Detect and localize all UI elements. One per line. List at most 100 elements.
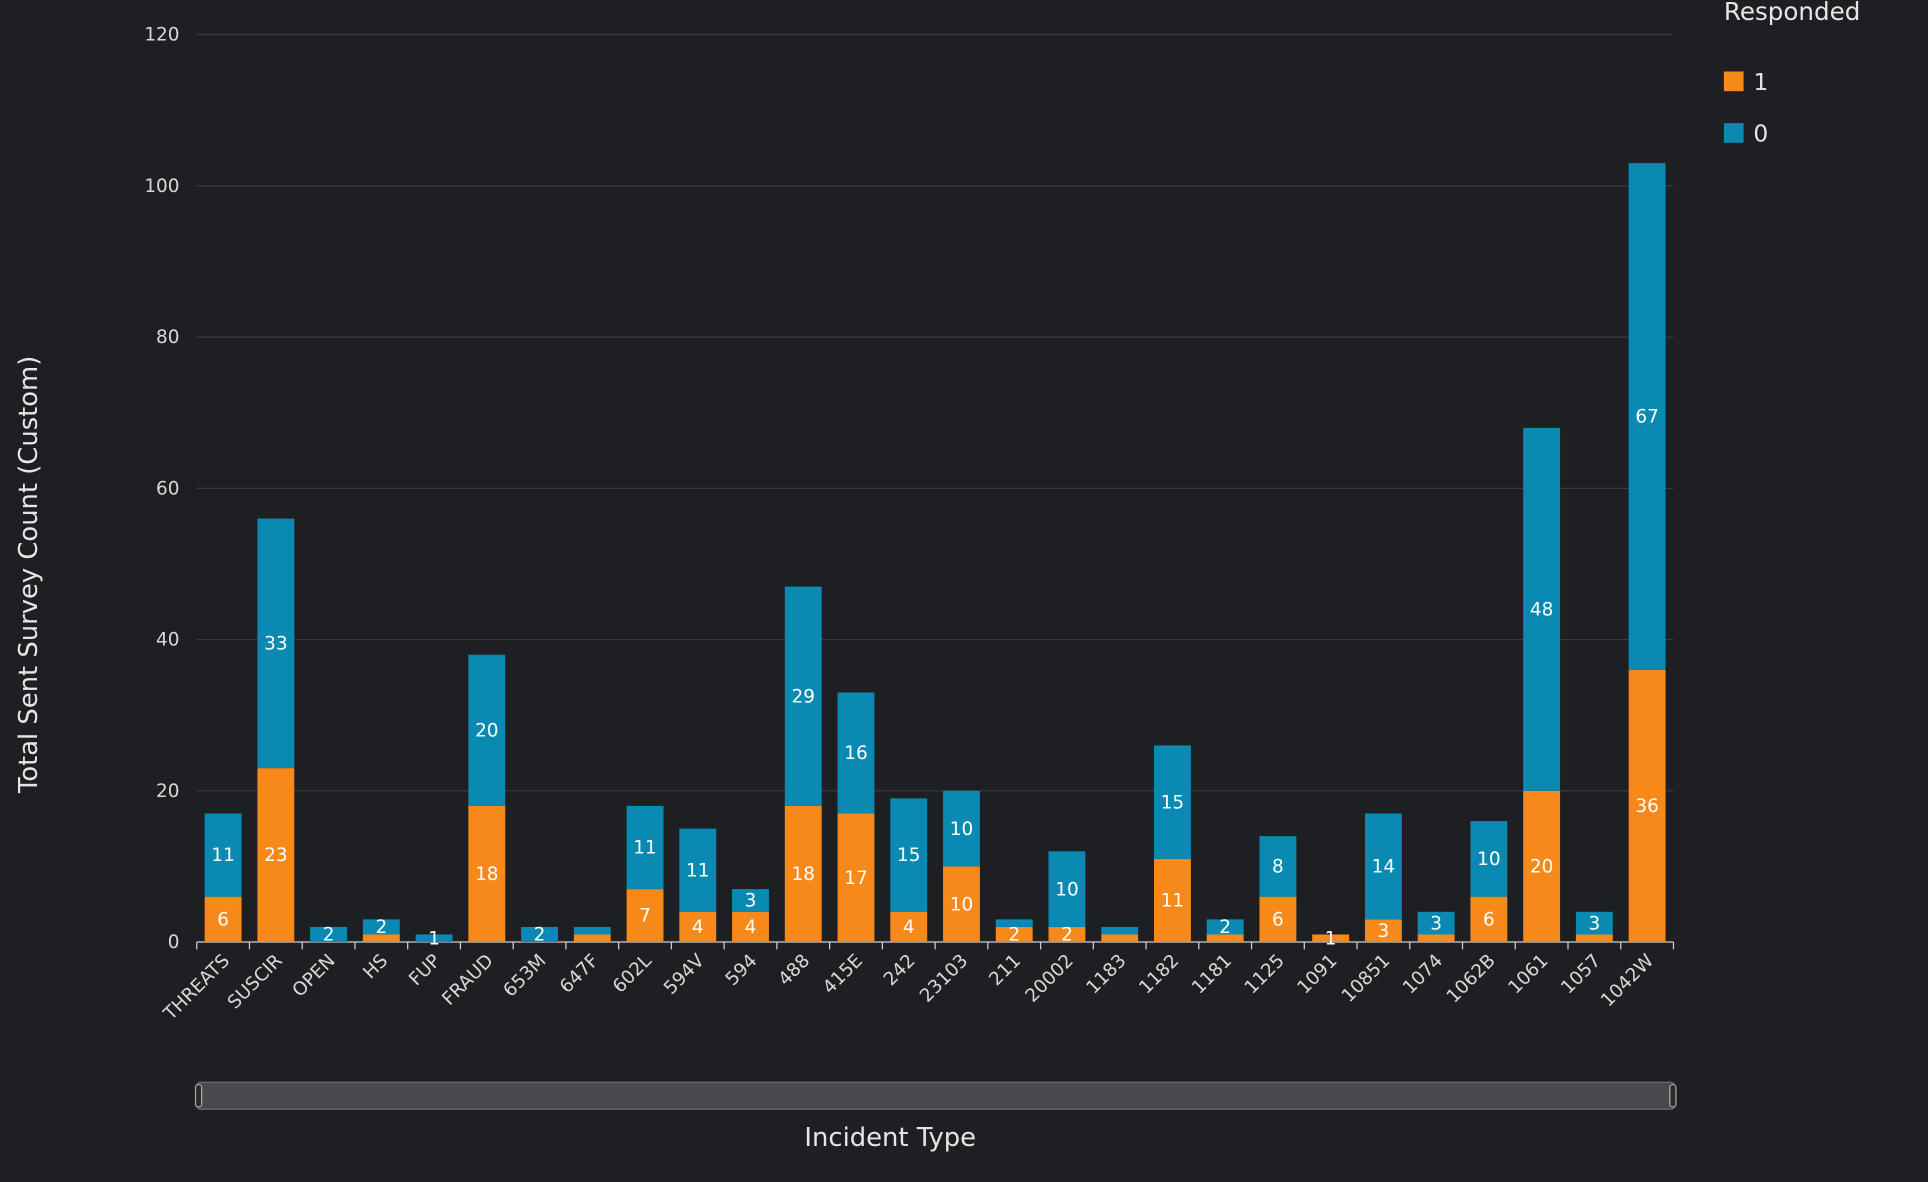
- data-label: 4: [903, 917, 915, 938]
- bar-segment: [837, 813, 875, 943]
- data-label: 2: [1219, 917, 1231, 938]
- bar-segment: [1048, 851, 1086, 927]
- bar-segment: [626, 805, 664, 890]
- data-label: 4: [745, 917, 757, 938]
- data-label: 11: [686, 860, 709, 881]
- bar-segment: [1470, 896, 1508, 943]
- bar-segment: [362, 934, 400, 943]
- scroll-handle-left[interactable]: [194, 1084, 203, 1108]
- data-label: 18: [792, 864, 815, 885]
- data-label: 1: [428, 928, 440, 949]
- bar-segment: [1153, 858, 1191, 943]
- y-tick-label: 80: [156, 327, 179, 348]
- bar-segment: [1417, 934, 1455, 943]
- bar-segment: [890, 911, 928, 943]
- data-label: 6: [217, 910, 229, 931]
- scrollbar[interactable]: [196, 1081, 1676, 1110]
- bar-segment: [1206, 934, 1244, 943]
- bar-segment: [679, 828, 717, 912]
- bar-segment: [1259, 836, 1297, 897]
- data-label: 1: [1325, 928, 1337, 949]
- bar-segment: [943, 866, 980, 943]
- data-label: 67: [1635, 407, 1658, 428]
- bar-segment: [1417, 911, 1455, 935]
- bar-segment: [732, 889, 769, 912]
- bar-segment: [784, 805, 822, 943]
- data-label: 10: [950, 819, 973, 840]
- data-label: 3: [1588, 913, 1600, 934]
- data-label: 11: [633, 838, 656, 859]
- bar-segment: [415, 934, 453, 943]
- y-tick-label: 20: [156, 781, 179, 802]
- bar-segment: [1470, 821, 1508, 897]
- data-label: 6: [1272, 910, 1284, 931]
- legend-swatch: [1723, 123, 1744, 143]
- data-label: 2: [1061, 925, 1073, 946]
- data-label: 29: [792, 686, 815, 707]
- bar-segment: [626, 889, 664, 943]
- data-label: 20: [1530, 857, 1553, 878]
- data-label: 23: [264, 845, 287, 866]
- bar-segment: [995, 926, 1033, 943]
- bar-segment: [204, 813, 242, 897]
- bar-segment: [204, 896, 242, 943]
- bar-segment: [784, 586, 822, 806]
- data-label: 20: [475, 720, 498, 741]
- data-label: 36: [1635, 796, 1658, 817]
- y-tick-label: 40: [156, 630, 179, 651]
- bar-segment: [1628, 163, 1666, 670]
- y-tick-label: 0: [168, 932, 180, 953]
- data-label: 3: [1378, 921, 1390, 942]
- bar-segment: [1312, 934, 1350, 943]
- bar-segment: [468, 654, 506, 806]
- bar-segment: [995, 919, 1033, 927]
- data-label: 11: [211, 845, 234, 866]
- data-label: 2: [534, 925, 546, 946]
- data-label: 14: [1372, 857, 1395, 878]
- data-label: 10: [950, 894, 973, 915]
- legend-swatch: [1723, 71, 1744, 92]
- legend-label: 0: [1753, 120, 1768, 148]
- data-label: 4: [692, 917, 704, 938]
- data-label: 3: [745, 891, 757, 912]
- data-label: 48: [1530, 599, 1553, 620]
- data-label: 15: [1161, 792, 1184, 813]
- legend-label: 1: [1753, 68, 1768, 96]
- bar-segment: [573, 926, 611, 935]
- y-tick-label: 100: [144, 176, 179, 197]
- data-label: 8: [1272, 857, 1284, 878]
- bar-segment: [1101, 934, 1139, 943]
- data-label: 16: [844, 743, 867, 764]
- bar-segment: [1575, 934, 1613, 943]
- bar-segment: [1523, 790, 1561, 943]
- data-label: 7: [639, 906, 651, 927]
- bar-segment: [1153, 745, 1191, 859]
- data-label: 6: [1483, 910, 1495, 931]
- bar-segment: [468, 805, 506, 943]
- bar-segment: [679, 911, 717, 943]
- bar-segment: [362, 919, 400, 935]
- bar-segment: [1101, 926, 1139, 935]
- bar-segment: [257, 768, 295, 943]
- bar-segment: [890, 798, 928, 912]
- bar-segment: [732, 911, 769, 943]
- bar-segment: [257, 518, 295, 769]
- data-label: 3: [1430, 913, 1442, 934]
- y-tick-label: 60: [156, 478, 179, 499]
- bar-segment: [943, 790, 980, 867]
- y-tick-label: 120: [144, 25, 179, 46]
- scroll-handle-right[interactable]: [1669, 1084, 1677, 1108]
- data-label: 10: [1477, 849, 1500, 870]
- data-label: 2: [375, 917, 387, 938]
- bar-segment: [1575, 911, 1613, 935]
- data-label: 18: [475, 864, 498, 885]
- bar-segment: [573, 934, 611, 943]
- bar-segment: [521, 926, 558, 943]
- bar-segment: [1364, 813, 1402, 920]
- data-label: 11: [1161, 891, 1184, 912]
- bar-segment: [1259, 896, 1297, 943]
- legend-title: Responded: [1724, 0, 1860, 26]
- bar-segment: [1364, 919, 1402, 943]
